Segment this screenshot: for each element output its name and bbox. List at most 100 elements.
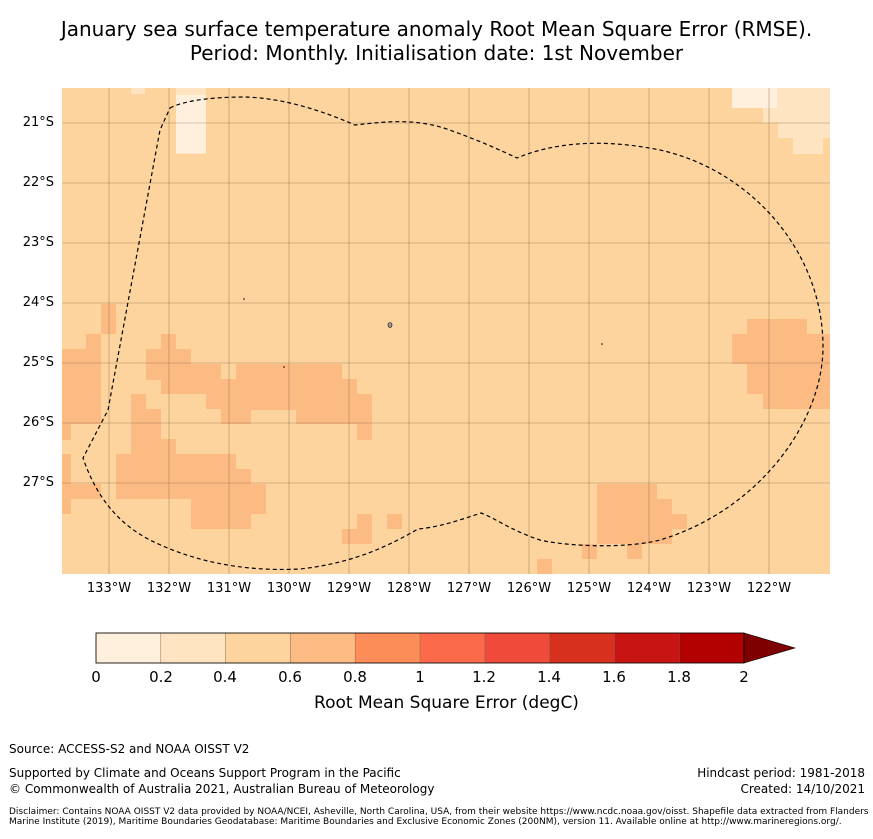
colorbar-tick: 1.2	[472, 668, 496, 686]
island	[283, 366, 285, 368]
colorbar-label: Root Mean Square Error (degC)	[314, 693, 579, 713]
colorbar-segment	[549, 632, 616, 664]
patch	[131, 409, 161, 454]
patch	[221, 379, 251, 424]
patch	[191, 484, 266, 514]
island	[387, 322, 393, 328]
support-text: Supported by Climate and Oceans Support …	[9, 766, 401, 780]
lon-label: 126°W	[506, 581, 552, 596]
lat-label: 22°S	[22, 175, 54, 190]
colorbar-tick: 1	[415, 668, 425, 686]
island	[601, 343, 603, 345]
patch	[747, 364, 830, 394]
lat-label: 24°S	[22, 295, 54, 310]
patch	[161, 334, 176, 350]
patch	[342, 394, 372, 424]
rmse-map	[62, 88, 830, 574]
colorbar-extend-arrow	[743, 632, 797, 664]
colorbar-segment	[160, 632, 227, 664]
colorbar-segments	[95, 632, 745, 664]
source-text: Source: ACCESS-S2 and NOAA OISST V2	[9, 742, 250, 756]
patch	[357, 514, 372, 529]
chart-title-line2: Period: Monthly. Initialisation date: 1s…	[189, 41, 684, 65]
lon-label: 128°W	[386, 581, 432, 596]
colorbar-tick: 2	[739, 668, 749, 686]
patch	[672, 514, 687, 529]
disclaimer-text: Disclaimer: Contains NOAA OISST V2 data …	[9, 807, 869, 827]
patch	[101, 304, 116, 334]
lon-label: 124°W	[626, 581, 672, 596]
colorbar-segment	[484, 632, 551, 664]
lat-label: 27°S	[22, 475, 54, 490]
very-low-rmse-patches	[176, 88, 777, 153]
colorbar-frame	[95, 632, 745, 664]
island	[243, 298, 245, 300]
patch	[62, 349, 101, 424]
lat-label: 25°S	[22, 355, 54, 370]
colorbar-tick: 1.6	[602, 668, 626, 686]
colorbar-tick: 0.4	[213, 668, 237, 686]
patch	[732, 88, 777, 108]
patch	[778, 123, 830, 138]
patch	[763, 394, 830, 409]
patch	[763, 108, 830, 123]
lon-label: 127°W	[446, 581, 492, 596]
lat-label: 21°S	[22, 115, 54, 130]
lon-label: 123°W	[686, 581, 732, 596]
lon-label: 125°W	[566, 581, 612, 596]
colorbar-tick: 1.8	[667, 668, 691, 686]
gridlines	[62, 88, 830, 574]
colorbar-segment	[614, 632, 680, 664]
patch	[747, 319, 807, 334]
lat-label: 23°S	[22, 235, 54, 250]
patch	[793, 138, 823, 154]
hindcast-period: Hindcast period: 1981-2018	[697, 766, 865, 780]
islands	[243, 298, 603, 368]
colorbar-tick: 0.6	[278, 668, 302, 686]
patch	[176, 95, 206, 153]
patch	[191, 514, 251, 529]
patch	[131, 88, 145, 94]
patch	[627, 544, 642, 559]
patch	[342, 529, 372, 544]
map-background	[62, 88, 830, 574]
lon-label: 130°W	[266, 581, 312, 596]
colorbar-segment	[290, 632, 356, 664]
patch	[732, 334, 830, 364]
patch	[657, 499, 672, 544]
colorbar-tick: 0.2	[149, 668, 173, 686]
colorbar-segment	[225, 632, 292, 664]
created-date: Created: 14/10/2021	[740, 782, 865, 796]
patch	[357, 424, 372, 440]
colorbar-segment	[95, 632, 162, 664]
patch	[582, 544, 597, 559]
lon-label: 122°W	[746, 581, 792, 596]
patch	[161, 379, 221, 394]
patch	[116, 454, 176, 499]
colorbar-segment	[354, 632, 421, 664]
patch	[62, 424, 71, 440]
copyright-text: © Commonwealth of Australia 2021, Austra…	[9, 782, 435, 796]
patch	[387, 514, 402, 529]
colorbar-tick: 0.8	[343, 668, 367, 686]
patch	[86, 334, 101, 350]
lat-label: 26°S	[22, 415, 54, 430]
patch	[236, 469, 251, 484]
lon-label: 133°W	[86, 581, 132, 596]
patch	[206, 394, 221, 409]
patch	[597, 484, 657, 544]
patch	[537, 559, 552, 574]
colorbar-tick: 0	[91, 668, 101, 686]
patch	[161, 439, 176, 454]
lon-label: 132°W	[146, 581, 192, 596]
lon-label: 129°W	[326, 581, 372, 596]
colorbar-segment	[678, 632, 745, 664]
chart-title-line1: January sea surface temperature anomaly …	[60, 17, 813, 41]
colorbar-segment	[419, 632, 486, 664]
colorbar-tick: 1.4	[537, 668, 561, 686]
patch	[146, 349, 191, 365]
patch	[131, 394, 146, 409]
patch	[62, 484, 101, 499]
patch	[146, 364, 221, 380]
lon-label: 131°W	[206, 581, 252, 596]
